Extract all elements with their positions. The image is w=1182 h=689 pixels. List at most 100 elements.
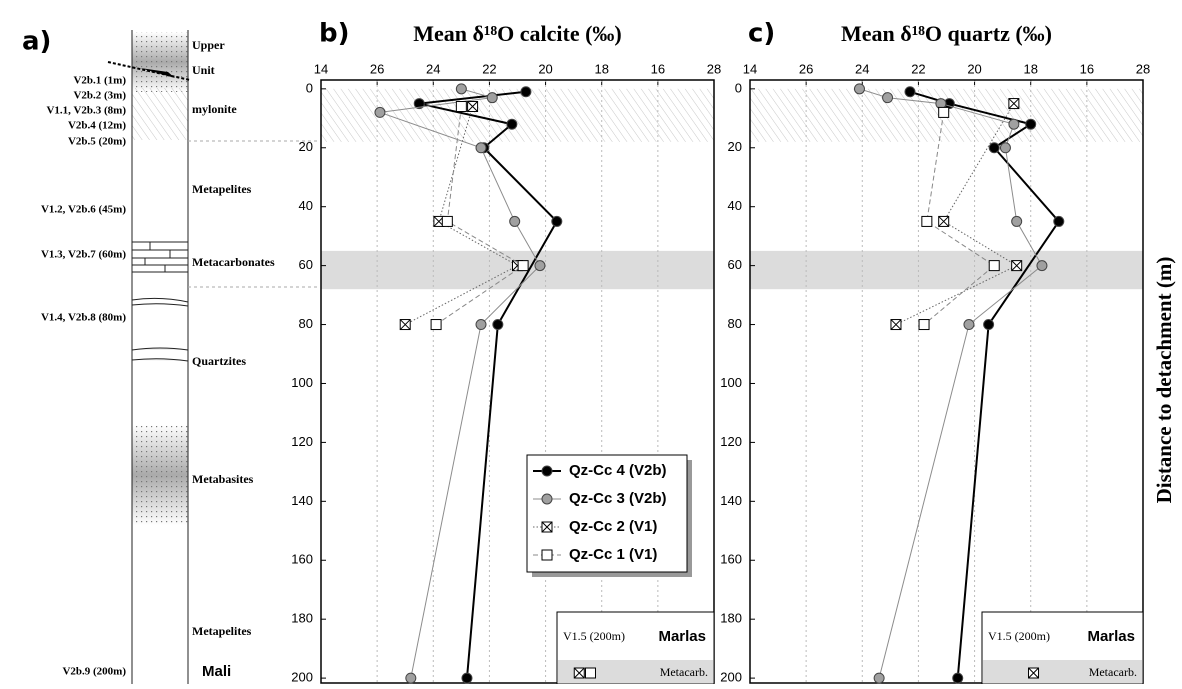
inset-sublabel: Metacarb. <box>1089 665 1137 679</box>
data-point <box>486 92 498 104</box>
data-point <box>492 319 504 331</box>
x-tick-label: 26 <box>799 61 813 76</box>
data-point <box>963 319 975 331</box>
x-tick-label: 20 <box>967 61 981 76</box>
legend-label: Qz-Cc 4 (V2b) <box>569 462 667 479</box>
plot-frame <box>749 79 1144 684</box>
x-tick-label: 26 <box>370 61 384 76</box>
data-point <box>584 667 596 679</box>
y-tick-label: 80 <box>728 316 742 331</box>
shaded-band <box>750 250 1143 290</box>
data-point <box>517 260 529 272</box>
unit-label: Metabasites <box>192 472 254 486</box>
y-tick-label: 40 <box>728 198 742 213</box>
unit-label: Upper <box>192 38 225 52</box>
inset-name: Marlas <box>1087 628 1135 645</box>
marker-box <box>938 106 950 118</box>
marker-box <box>430 319 442 331</box>
marker-cross <box>541 521 553 533</box>
data-point <box>475 142 487 154</box>
y-tick-label: 200 <box>720 670 742 684</box>
data-point <box>475 319 487 331</box>
data-point <box>873 672 885 684</box>
data-point <box>1025 118 1037 130</box>
data-point <box>405 672 417 684</box>
x-tick-label: 18 <box>1023 61 1037 76</box>
sample-label: V2b.5 (20m) <box>68 136 126 148</box>
data-point <box>399 319 411 331</box>
data-point <box>374 106 386 118</box>
panel-label: a) <box>22 27 51 57</box>
strat-column <box>107 30 320 684</box>
marker-cross <box>890 319 902 330</box>
sample-label: V2b.2 (3m) <box>73 90 126 102</box>
unit-label: Metapelites <box>192 182 252 196</box>
marker-box <box>441 215 453 227</box>
data-point <box>509 215 521 227</box>
marker-cross <box>938 216 950 227</box>
y-tick-label: 120 <box>291 434 313 449</box>
marker-cross <box>399 319 411 330</box>
data-point <box>904 86 916 98</box>
y-tick-label: 80 <box>299 316 313 331</box>
unit-label: Quartzites <box>192 354 246 368</box>
x-tick-label: 22 <box>911 61 925 76</box>
x-tick-label: 20 <box>538 61 552 76</box>
data-point <box>1011 215 1023 227</box>
chart-title: Mean δ¹⁸O quartz (‰) <box>841 21 1052 46</box>
x-tick-label: 18 <box>594 61 608 76</box>
data-point <box>541 549 553 561</box>
legend: Qz-Cc 4 (V2b) Qz-Cc 3 (V2b) Qz-Cc 2 (V1) Qz… <box>526 454 688 573</box>
sample-label: V1.4, V2b.8 (80m) <box>41 312 126 324</box>
y-tick-label: 20 <box>299 139 313 154</box>
y-tick-label: 40 <box>299 198 313 213</box>
marker-box <box>988 260 1000 272</box>
x-tick-label: 16 <box>651 61 665 76</box>
data-point <box>1028 667 1040 679</box>
x-tick-label: 14 <box>743 61 757 76</box>
data-point <box>541 465 553 477</box>
y-tick-label: 140 <box>720 493 742 508</box>
data-point <box>455 83 467 95</box>
sample-label: V2b.4 (12m) <box>68 120 126 132</box>
marker-box <box>921 215 933 227</box>
y-tick-label: 160 <box>720 552 742 567</box>
data-point <box>999 142 1011 154</box>
data-point <box>1036 260 1048 272</box>
data-point <box>882 92 894 104</box>
y-tick-label: 180 <box>291 611 313 626</box>
series-line <box>859 88 1043 679</box>
sample-label: V2b.1 (1m) <box>73 75 126 87</box>
y-tick-label: 0 <box>306 80 313 95</box>
x-tick-label: 16 <box>1080 61 1094 76</box>
inset-strip <box>983 660 1142 683</box>
data-point <box>921 215 933 227</box>
marker-cross <box>467 101 478 112</box>
data-point <box>573 667 585 679</box>
x-tick-label: 14 <box>314 61 328 76</box>
data-point <box>1053 215 1065 227</box>
legend-label: Qz-Cc 2 (V1) <box>569 518 657 535</box>
data-point <box>506 118 518 130</box>
marker-cross <box>1028 667 1039 679</box>
data-point <box>988 260 1000 272</box>
marker-box <box>584 667 596 679</box>
y-tick-label: 120 <box>720 434 742 449</box>
y-tick-label: 100 <box>291 375 313 390</box>
legend-label: Qz-Cc 1 (V1) <box>569 546 657 563</box>
y-tick-label: 60 <box>299 257 313 272</box>
unit-label: Unit <box>192 63 215 77</box>
data-point <box>430 319 442 331</box>
y-tick-label: 100 <box>720 375 742 390</box>
y-tick-label: 180 <box>720 611 742 626</box>
y-tick-label: 160 <box>291 552 313 567</box>
y-axis-label: Distance to detachment (m) <box>1152 257 1176 504</box>
sample-label: V1.1, V2b.3 (8m) <box>46 105 126 117</box>
data-point <box>1008 118 1020 130</box>
marker-box <box>517 260 529 272</box>
data-point <box>461 672 473 684</box>
sample-label: V1.3, V2b.7 (60m) <box>41 249 126 261</box>
data-point <box>853 83 865 95</box>
series-line <box>379 88 541 679</box>
y-tick-label: 140 <box>291 493 313 508</box>
